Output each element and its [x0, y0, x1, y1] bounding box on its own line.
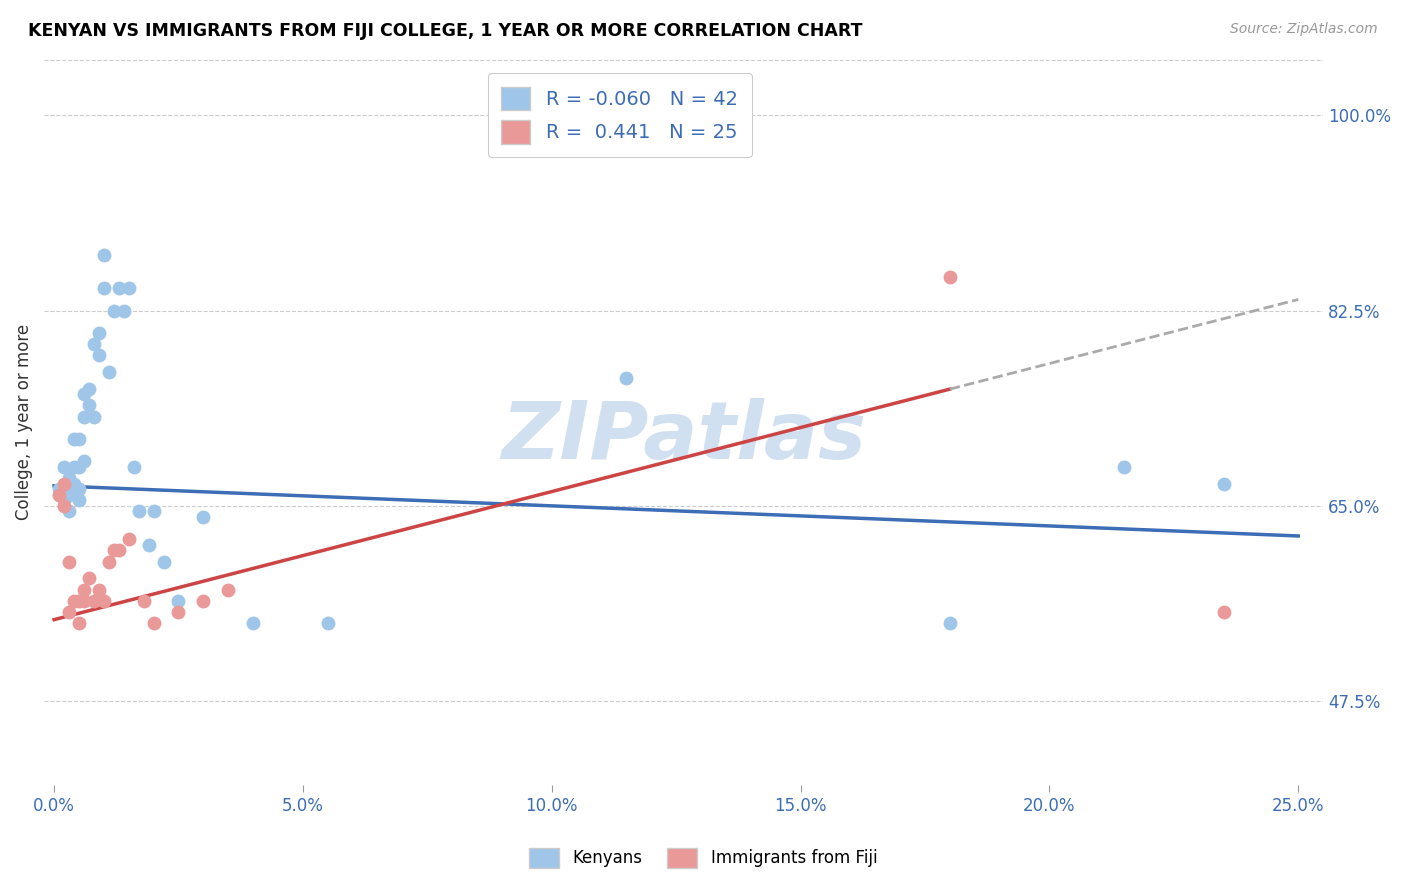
Point [67, 493, 90, 508]
Point [77, 382, 100, 396]
Point [73, 593, 96, 607]
Point [1212, 605, 1234, 619]
Point [107, 543, 129, 558]
Point [128, 504, 150, 518]
Point [316, 615, 339, 630]
Point [48, 488, 70, 502]
Text: KENYAN VS IMMIGRANTS FROM FIJI COLLEGE, 1 YEAR OR MORE CORRELATION CHART: KENYAN VS IMMIGRANTS FROM FIJI COLLEGE, … [28, 22, 863, 40]
Point [63, 476, 86, 491]
Point [53, 476, 76, 491]
Point [167, 593, 190, 607]
Point [53, 493, 76, 508]
Point [132, 593, 155, 607]
Point [97, 365, 120, 379]
Point [93, 281, 115, 295]
Point [58, 555, 80, 569]
Point [67, 615, 90, 630]
Point [63, 593, 86, 607]
Point [87, 582, 110, 597]
Text: ZIPatlas: ZIPatlas [501, 398, 866, 475]
Point [67, 432, 90, 446]
Point [107, 281, 129, 295]
Point [77, 399, 100, 413]
Point [193, 593, 215, 607]
Point [67, 593, 90, 607]
Point [77, 571, 100, 585]
Legend: R = -0.060   N = 42, R =  0.441   N = 25: R = -0.060 N = 42, R = 0.441 N = 25 [488, 73, 752, 157]
Point [939, 270, 962, 285]
Legend: Kenyans, Immigrants from Fiji: Kenyans, Immigrants from Fiji [522, 841, 884, 875]
Point [118, 533, 141, 547]
Point [616, 370, 638, 384]
Point [48, 482, 70, 496]
Point [142, 615, 165, 630]
Point [73, 582, 96, 597]
Point [112, 303, 135, 318]
Point [83, 593, 105, 607]
Point [53, 499, 76, 513]
Point [193, 510, 215, 524]
Point [83, 409, 105, 424]
Point [1212, 476, 1234, 491]
Text: Source: ZipAtlas.com: Source: ZipAtlas.com [1230, 22, 1378, 37]
Point [58, 504, 80, 518]
Point [242, 615, 264, 630]
Point [87, 348, 110, 362]
Point [103, 303, 125, 318]
Point [73, 454, 96, 468]
Point [73, 409, 96, 424]
Point [63, 432, 86, 446]
Point [217, 582, 239, 597]
Point [73, 387, 96, 401]
Point [97, 555, 120, 569]
Point [58, 471, 80, 485]
Point [58, 488, 80, 502]
Point [138, 538, 160, 552]
Y-axis label: College, 1 year or more: College, 1 year or more [15, 324, 32, 520]
Point [53, 459, 76, 474]
Point [103, 543, 125, 558]
Point [122, 459, 145, 474]
Point [93, 248, 115, 262]
Point [939, 615, 962, 630]
Point [87, 326, 110, 340]
Point [93, 593, 115, 607]
Point [142, 504, 165, 518]
Point [118, 281, 141, 295]
Point [58, 605, 80, 619]
Point [167, 605, 190, 619]
Point [83, 337, 105, 351]
Point [67, 482, 90, 496]
Point [1112, 459, 1135, 474]
Point [152, 555, 174, 569]
Point [63, 459, 86, 474]
Point [67, 459, 90, 474]
